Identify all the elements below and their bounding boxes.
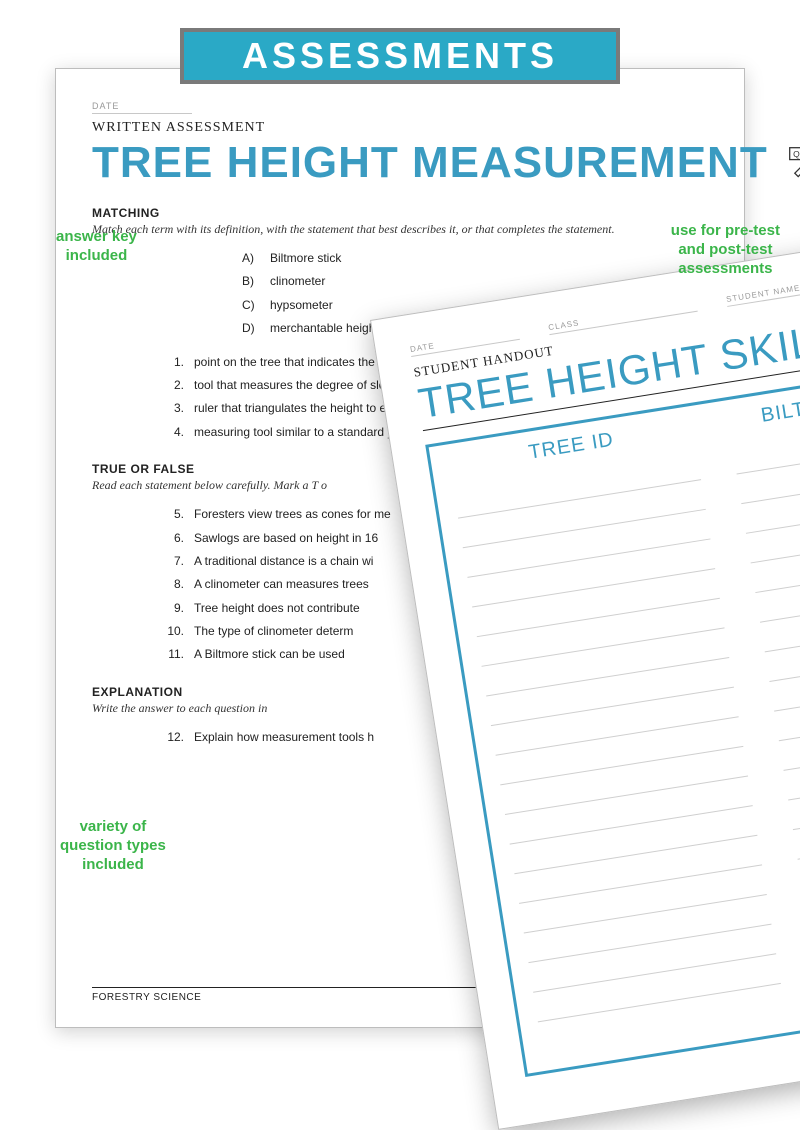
page-title: TREE HEIGHT MEASUREMENT [92, 138, 768, 188]
matching-option: A)Biltmore stick [242, 247, 708, 270]
callout-pretest: use for pre-testand post-testassessments [671, 222, 780, 278]
callout-variety: variety ofquestion typesincluded [60, 818, 166, 874]
callout-answer-key: answer keyincluded [56, 228, 137, 266]
banner: ASSESSMENTS [180, 28, 620, 84]
evaluation-table: TREE ID BILTMORE STICK [425, 356, 800, 1077]
svg-text:Q: Q [793, 149, 800, 159]
matching-instructions: Match each term with its definition, wit… [92, 222, 708, 237]
quiz-pencil-icon: Q A [788, 145, 800, 181]
page-subtitle: WRITTEN ASSESSMENT [92, 120, 708, 136]
date-field-label: DATE [92, 101, 192, 114]
matching-heading: MATCHING [92, 206, 708, 220]
